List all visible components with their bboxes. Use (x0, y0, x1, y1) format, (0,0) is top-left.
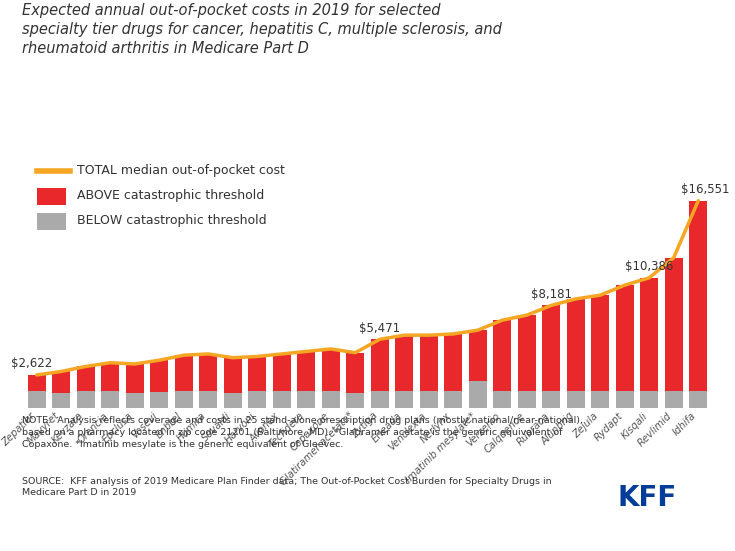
Bar (445, 334, 462, 391)
Bar (371, 391, 389, 408)
Bar (322, 391, 340, 408)
Bar (151, 360, 168, 392)
Text: SOURCE:  KFF analysis of 2019 Medicare Plan Finder data; The Out-of-Pocket Cost : SOURCE: KFF analysis of 2019 Medicare Pl… (22, 477, 552, 498)
Bar (151, 392, 168, 408)
Bar (52, 393, 70, 408)
Bar (126, 364, 143, 393)
Text: $10,386: $10,386 (625, 260, 673, 273)
Bar (346, 393, 364, 408)
Bar (175, 355, 193, 391)
Bar (592, 295, 609, 391)
Bar (298, 391, 315, 408)
Bar (273, 354, 290, 391)
Bar (567, 391, 584, 408)
Text: NOTE:  Analysis reflects coverage and costs in 25 stand-alone prescription drug : NOTE: Analysis reflects coverage and cos… (22, 416, 583, 449)
Bar (640, 278, 658, 391)
Bar (28, 375, 46, 391)
Bar (542, 391, 560, 408)
Bar (273, 391, 290, 408)
Bar (518, 391, 536, 408)
Bar (469, 381, 487, 408)
Text: ABOVE catastrophic threshold: ABOVE catastrophic threshold (77, 189, 265, 202)
Bar (346, 353, 364, 393)
Bar (665, 391, 683, 408)
Bar (445, 391, 462, 408)
Bar (640, 391, 658, 408)
Bar (248, 356, 266, 391)
Bar (518, 315, 536, 391)
Bar (28, 391, 46, 408)
Bar (101, 391, 119, 408)
Bar (420, 391, 437, 408)
Text: $8,181: $8,181 (531, 288, 572, 301)
Bar (665, 258, 683, 391)
Bar (493, 391, 511, 408)
Text: $16,551: $16,551 (681, 183, 730, 196)
Bar (101, 363, 119, 391)
Bar (199, 354, 217, 391)
Bar (199, 391, 217, 408)
Text: BELOW catastrophic threshold: BELOW catastrophic threshold (77, 214, 267, 227)
Bar (224, 358, 242, 393)
Bar (689, 391, 707, 408)
Bar (175, 391, 193, 408)
Text: KFF: KFF (617, 484, 676, 512)
Bar (395, 391, 413, 408)
Bar (298, 352, 315, 391)
Bar (592, 391, 609, 408)
Bar (77, 391, 95, 408)
Bar (420, 335, 437, 391)
Bar (248, 391, 266, 408)
Bar (616, 391, 634, 408)
Bar (689, 201, 707, 391)
Text: Expected annual out-of-pocket costs in 2019 for selected
specialty tier drugs fo: Expected annual out-of-pocket costs in 2… (22, 3, 502, 56)
Bar (77, 366, 95, 391)
Text: $2,622: $2,622 (11, 357, 52, 370)
Bar (542, 305, 560, 391)
Bar (567, 299, 584, 391)
Bar (493, 320, 511, 391)
Text: $5,471: $5,471 (359, 322, 401, 334)
Bar (224, 393, 242, 408)
Text: TOTAL median out-of-pocket cost: TOTAL median out-of-pocket cost (77, 164, 285, 177)
Bar (322, 349, 340, 391)
Bar (395, 335, 413, 391)
Bar (371, 339, 389, 391)
Bar (469, 330, 487, 381)
Bar (616, 285, 634, 391)
Bar (126, 393, 143, 408)
Bar (52, 371, 70, 393)
